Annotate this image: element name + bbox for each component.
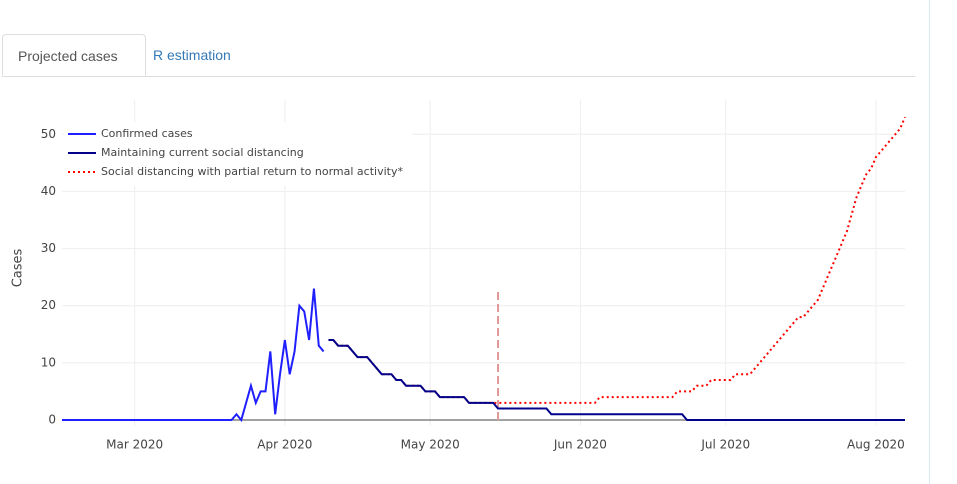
legend-label: Maintaining current social distancing (101, 146, 304, 159)
tab-bar: Projected cases R estimation (2, 34, 915, 77)
series-line (328, 116, 906, 404)
divider (929, 0, 930, 484)
tab[interactable]: R estimation (153, 47, 231, 63)
x-tick-label: Jun 2020 (553, 438, 607, 452)
y-tick-label: 20 (41, 298, 56, 312)
y-tick-label: 30 (41, 241, 56, 255)
tab[interactable]: Projected cases (2, 34, 146, 76)
y-tick-label: 10 (41, 355, 56, 369)
chart: Cases 0 10 20 30 40 50 Mar 2020 Apr 2020 May 202… (11, 100, 906, 452)
legend-box (64, 122, 412, 186)
series-line (328, 338, 905, 421)
x-tick-label: Apr 2020 (257, 438, 312, 452)
y-tick-label: 40 (41, 184, 56, 198)
x-tick-label: Aug 2020 (847, 438, 905, 452)
y-tick-label: 50 (41, 127, 56, 141)
y-tick-label: 0 (48, 412, 56, 426)
series-line (62, 288, 325, 423)
y-axis-label: Cases (11, 248, 26, 287)
legend-label: Confirmed cases (101, 127, 193, 140)
x-tick-label: Mar 2020 (106, 438, 163, 452)
legend: Confirmed cases Maintaining current socia… (64, 122, 412, 186)
x-tick-label: Jul 2020 (700, 438, 750, 452)
x-tick-label: May 2020 (401, 438, 460, 452)
legend-label: Social distancing with partial return to… (101, 165, 403, 178)
